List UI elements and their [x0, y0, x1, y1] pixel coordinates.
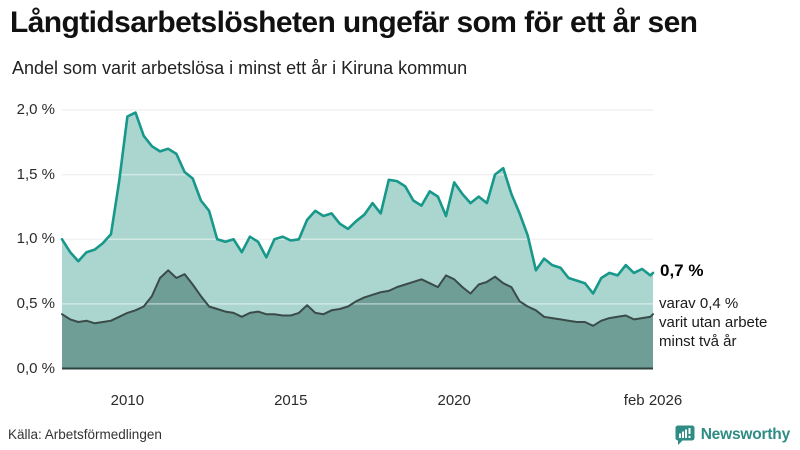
y-tick-label: 0,0 %: [16, 359, 55, 377]
series-end-label-total: 0,7 %: [660, 261, 704, 280]
y-tick-label: 1,0 %: [16, 230, 55, 248]
series-line: [61, 269, 654, 327]
x-tick-label: feb 2026: [623, 392, 683, 409]
area-fill: [62, 270, 653, 369]
chart-title: Långtidsarbetslösheten ungefär som för e…: [10, 6, 698, 39]
subset-label-line-1: varav 0,4 %: [659, 295, 739, 312]
x-tick-label: 2020: [437, 392, 471, 409]
subset-label-line-2: varit utan arbete: [659, 314, 768, 331]
newsworthy-brand-text: Newsworthy: [700, 426, 791, 443]
series-line: [60, 111, 655, 295]
y-tick-label: 2,0 %: [16, 101, 55, 118]
chart-subtitle: Andel som varit arbetslösa i minst ett å…: [12, 58, 468, 78]
x-tick-label: 2015: [274, 392, 308, 409]
y-tick-label: 0,5 %: [16, 294, 55, 312]
newsworthy-brand: Newsworthy: [674, 424, 790, 446]
subset-label-line-3: minst två år: [659, 333, 737, 350]
source-credit: Källa: Arbetsförmedlingen: [8, 427, 162, 442]
newsworthy-logo-icon: [674, 424, 696, 446]
series-end-label-subset: varav 0,4 % varit utan arbete minst två …: [659, 294, 767, 351]
x-tick-label: 2010: [110, 392, 145, 409]
y-tick-label: 1,5 %: [16, 165, 55, 183]
